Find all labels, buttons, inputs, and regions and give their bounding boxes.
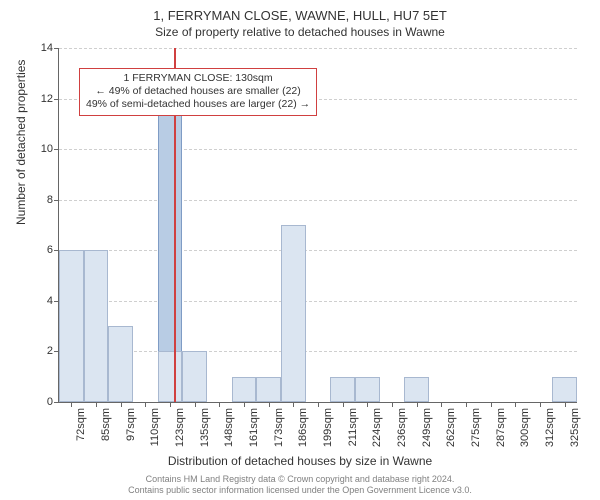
x-tick-label: 211sqm: [347, 408, 359, 446]
histogram-bar: [158, 351, 183, 402]
annotation-line-3: 49% of semi-detached houses are larger (…: [86, 98, 310, 111]
x-tick-label: 97sqm: [125, 408, 137, 441]
x-tick-mark: [318, 402, 319, 407]
histogram-bar: [281, 225, 306, 402]
gridline: [59, 200, 577, 201]
histogram-bar: [404, 377, 429, 402]
y-tick-label: 6: [47, 244, 53, 256]
footer-line-2: Contains public sector information licen…: [0, 485, 600, 496]
x-tick-mark: [441, 402, 442, 407]
y-tick-label: 12: [41, 93, 53, 105]
y-tick-label: 2: [47, 345, 53, 357]
histogram-bar: [84, 250, 109, 402]
x-tick-label: 161sqm: [248, 408, 260, 447]
y-tick-label: 0: [47, 396, 53, 408]
y-tick-label: 14: [41, 42, 53, 54]
annotation-line-1: 1 FERRYMAN CLOSE: 130sqm: [86, 72, 310, 85]
gridline: [59, 250, 577, 251]
gridline: [59, 48, 577, 49]
gridline: [59, 149, 577, 150]
x-tick-mark: [195, 402, 196, 407]
x-axis-label: Distribution of detached houses by size …: [0, 454, 600, 468]
histogram-bar: [355, 377, 380, 402]
y-tick-mark: [54, 99, 59, 100]
y-tick-label: 8: [47, 194, 53, 206]
y-tick-mark: [54, 402, 59, 403]
x-tick-mark: [540, 402, 541, 407]
x-tick-label: 300sqm: [519, 408, 531, 447]
x-tick-mark: [466, 402, 467, 407]
footer-attribution: Contains HM Land Registry data © Crown c…: [0, 474, 600, 496]
x-tick-label: 110sqm: [149, 408, 161, 446]
x-tick-mark: [121, 402, 122, 407]
x-tick-label: 85sqm: [100, 408, 112, 441]
x-tick-label: 262sqm: [445, 408, 457, 447]
x-tick-mark: [170, 402, 171, 407]
x-tick-label: 224sqm: [371, 408, 383, 447]
histogram-bar: [182, 351, 207, 402]
gridline: [59, 301, 577, 302]
chart-title-sub: Size of property relative to detached ho…: [0, 23, 600, 39]
x-tick-label: 236sqm: [396, 408, 408, 447]
x-tick-mark: [219, 402, 220, 407]
x-tick-mark: [71, 402, 72, 407]
x-tick-mark: [343, 402, 344, 407]
x-tick-label: 72sqm: [75, 408, 87, 441]
gridline: [59, 351, 577, 352]
histogram-bar: [59, 250, 84, 402]
x-tick-mark: [244, 402, 245, 407]
chart-container: 1, FERRYMAN CLOSE, WAWNE, HULL, HU7 5ET …: [0, 0, 600, 500]
x-tick-mark: [491, 402, 492, 407]
annotation-line-2: ← 49% of detached houses are smaller (22…: [86, 85, 310, 98]
y-tick-label: 4: [47, 295, 53, 307]
x-tick-mark: [293, 402, 294, 407]
histogram-bar: [232, 377, 257, 402]
histogram-bar: [108, 326, 133, 402]
x-tick-label: 287sqm: [495, 408, 507, 447]
x-tick-label: 249sqm: [421, 408, 433, 447]
x-tick-label: 312sqm: [544, 408, 556, 447]
x-tick-label: 148sqm: [223, 408, 235, 447]
x-tick-mark: [565, 402, 566, 407]
x-tick-mark: [367, 402, 368, 407]
x-tick-mark: [145, 402, 146, 407]
y-tick-mark: [54, 200, 59, 201]
y-axis-label: Number of detached properties: [14, 60, 28, 225]
x-tick-label: 275sqm: [470, 408, 482, 447]
plot-area: 0246810121472sqm85sqm97sqm110sqm123sqm13…: [58, 48, 577, 403]
y-tick-mark: [54, 48, 59, 49]
histogram-bar: [552, 377, 577, 402]
x-tick-mark: [417, 402, 418, 407]
annotation-box: 1 FERRYMAN CLOSE: 130sqm ← 49% of detach…: [79, 68, 317, 115]
x-tick-mark: [96, 402, 97, 407]
x-tick-label: 325sqm: [569, 408, 581, 447]
x-tick-label: 186sqm: [297, 408, 309, 447]
histogram-bar: [330, 377, 355, 402]
x-tick-label: 173sqm: [273, 408, 285, 447]
x-tick-mark: [392, 402, 393, 407]
y-tick-label: 10: [41, 143, 53, 155]
x-tick-label: 123sqm: [174, 408, 186, 447]
y-tick-mark: [54, 149, 59, 150]
x-tick-mark: [515, 402, 516, 407]
histogram-bar: [256, 377, 281, 402]
x-tick-label: 199sqm: [322, 408, 334, 447]
x-tick-mark: [269, 402, 270, 407]
chart-title-main: 1, FERRYMAN CLOSE, WAWNE, HULL, HU7 5ET: [0, 0, 600, 23]
x-tick-label: 135sqm: [199, 408, 211, 447]
footer-line-1: Contains HM Land Registry data © Crown c…: [0, 474, 600, 485]
